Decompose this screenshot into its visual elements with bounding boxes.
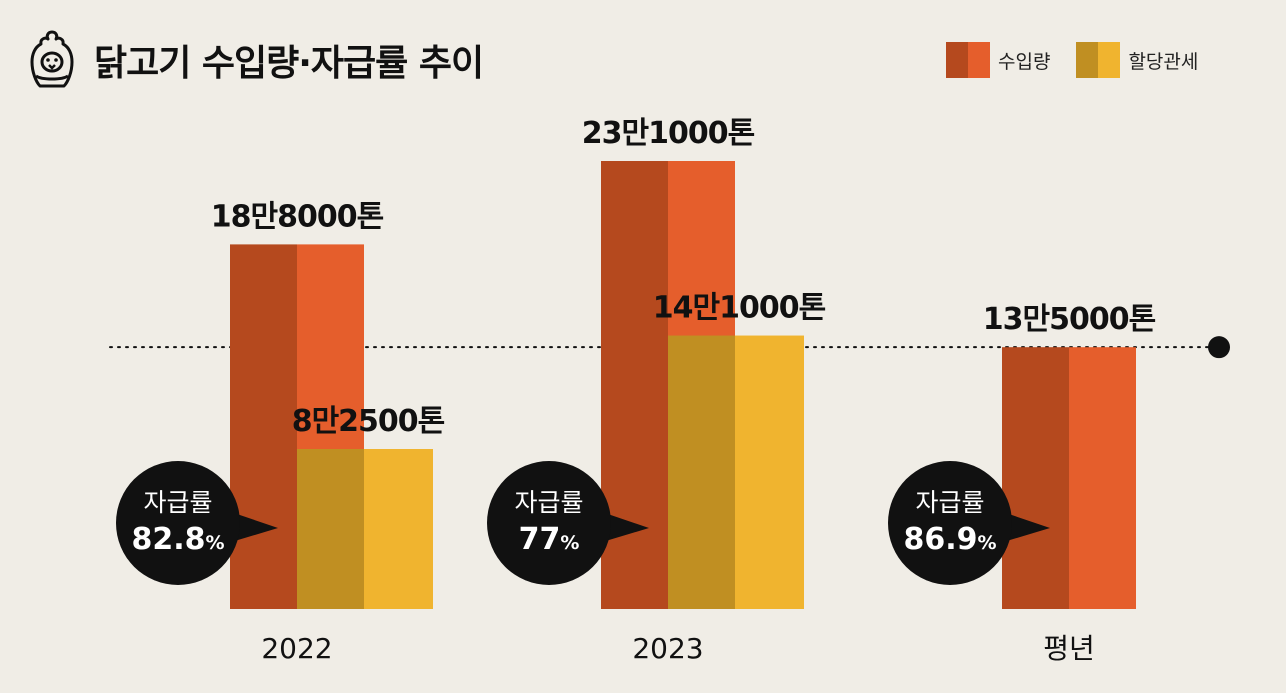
legend: 수입량 할당관세 <box>946 42 1224 78</box>
self-sufficiency-label-2: 자급률 <box>915 488 984 517</box>
chart-header: 닭고기 수입량·자급률 추이 <box>24 28 484 92</box>
data-label-imports-0: 18만8000톤 <box>211 199 384 234</box>
self-sufficiency-pointer-1 <box>599 511 649 543</box>
self-sufficiency-value-2: 86.9% <box>903 522 996 557</box>
data-label-imports-1: 23만1000톤 <box>582 116 755 151</box>
legend-swatch-imports <box>946 42 990 78</box>
bar-imports-0-dark <box>230 244 297 610</box>
bar-quota-0-light <box>364 449 433 609</box>
bar-imports-2-dark <box>1002 347 1069 609</box>
bar-imports-1-dark <box>601 161 668 609</box>
data-label-imports-2: 13만5000톤 <box>983 302 1156 337</box>
self-sufficiency-bubble-0 <box>116 461 240 585</box>
x-tick-label-2: 평년 <box>1043 632 1095 665</box>
bar-imports-2-light <box>1069 347 1136 609</box>
legend-item-quota-tariff: 할당관세 <box>1076 42 1198 78</box>
self-sufficiency-value-0: 82.8% <box>131 522 224 557</box>
self-sufficiency-label-1: 자급률 <box>514 488 583 517</box>
self-sufficiency-bubble-2 <box>888 461 1012 585</box>
bar-quota-0-dark <box>297 449 364 609</box>
bar-quota-1-light <box>735 335 804 609</box>
self-sufficiency-pointer-0 <box>228 511 278 543</box>
bar-quota-1-dark <box>668 335 735 609</box>
self-sufficiency-bubble-1 <box>487 461 611 585</box>
reference-line-end-dot <box>1208 336 1230 359</box>
data-label-quota-1: 14만1000톤 <box>653 291 826 326</box>
legend-label-quota-tariff: 할당관세 <box>1128 50 1199 73</box>
chart-title: 닭고기 수입량·자급률 추이 <box>94 43 484 84</box>
x-tick-label-0: 2022 <box>261 632 332 665</box>
data-label-quota-0: 8만2500톤 <box>292 404 445 439</box>
legend-swatch-quota-tariff <box>1076 42 1121 78</box>
chicken-icon <box>30 30 74 88</box>
legend-label-imports: 수입량 <box>998 50 1051 73</box>
self-sufficiency-value-1: 77% <box>519 522 580 557</box>
x-tick-label-1: 2023 <box>632 632 703 665</box>
self-sufficiency-label-0: 자급률 <box>143 488 212 517</box>
legend-item-imports: 수입량 <box>946 42 1050 78</box>
self-sufficiency-pointer-2 <box>1000 511 1050 543</box>
